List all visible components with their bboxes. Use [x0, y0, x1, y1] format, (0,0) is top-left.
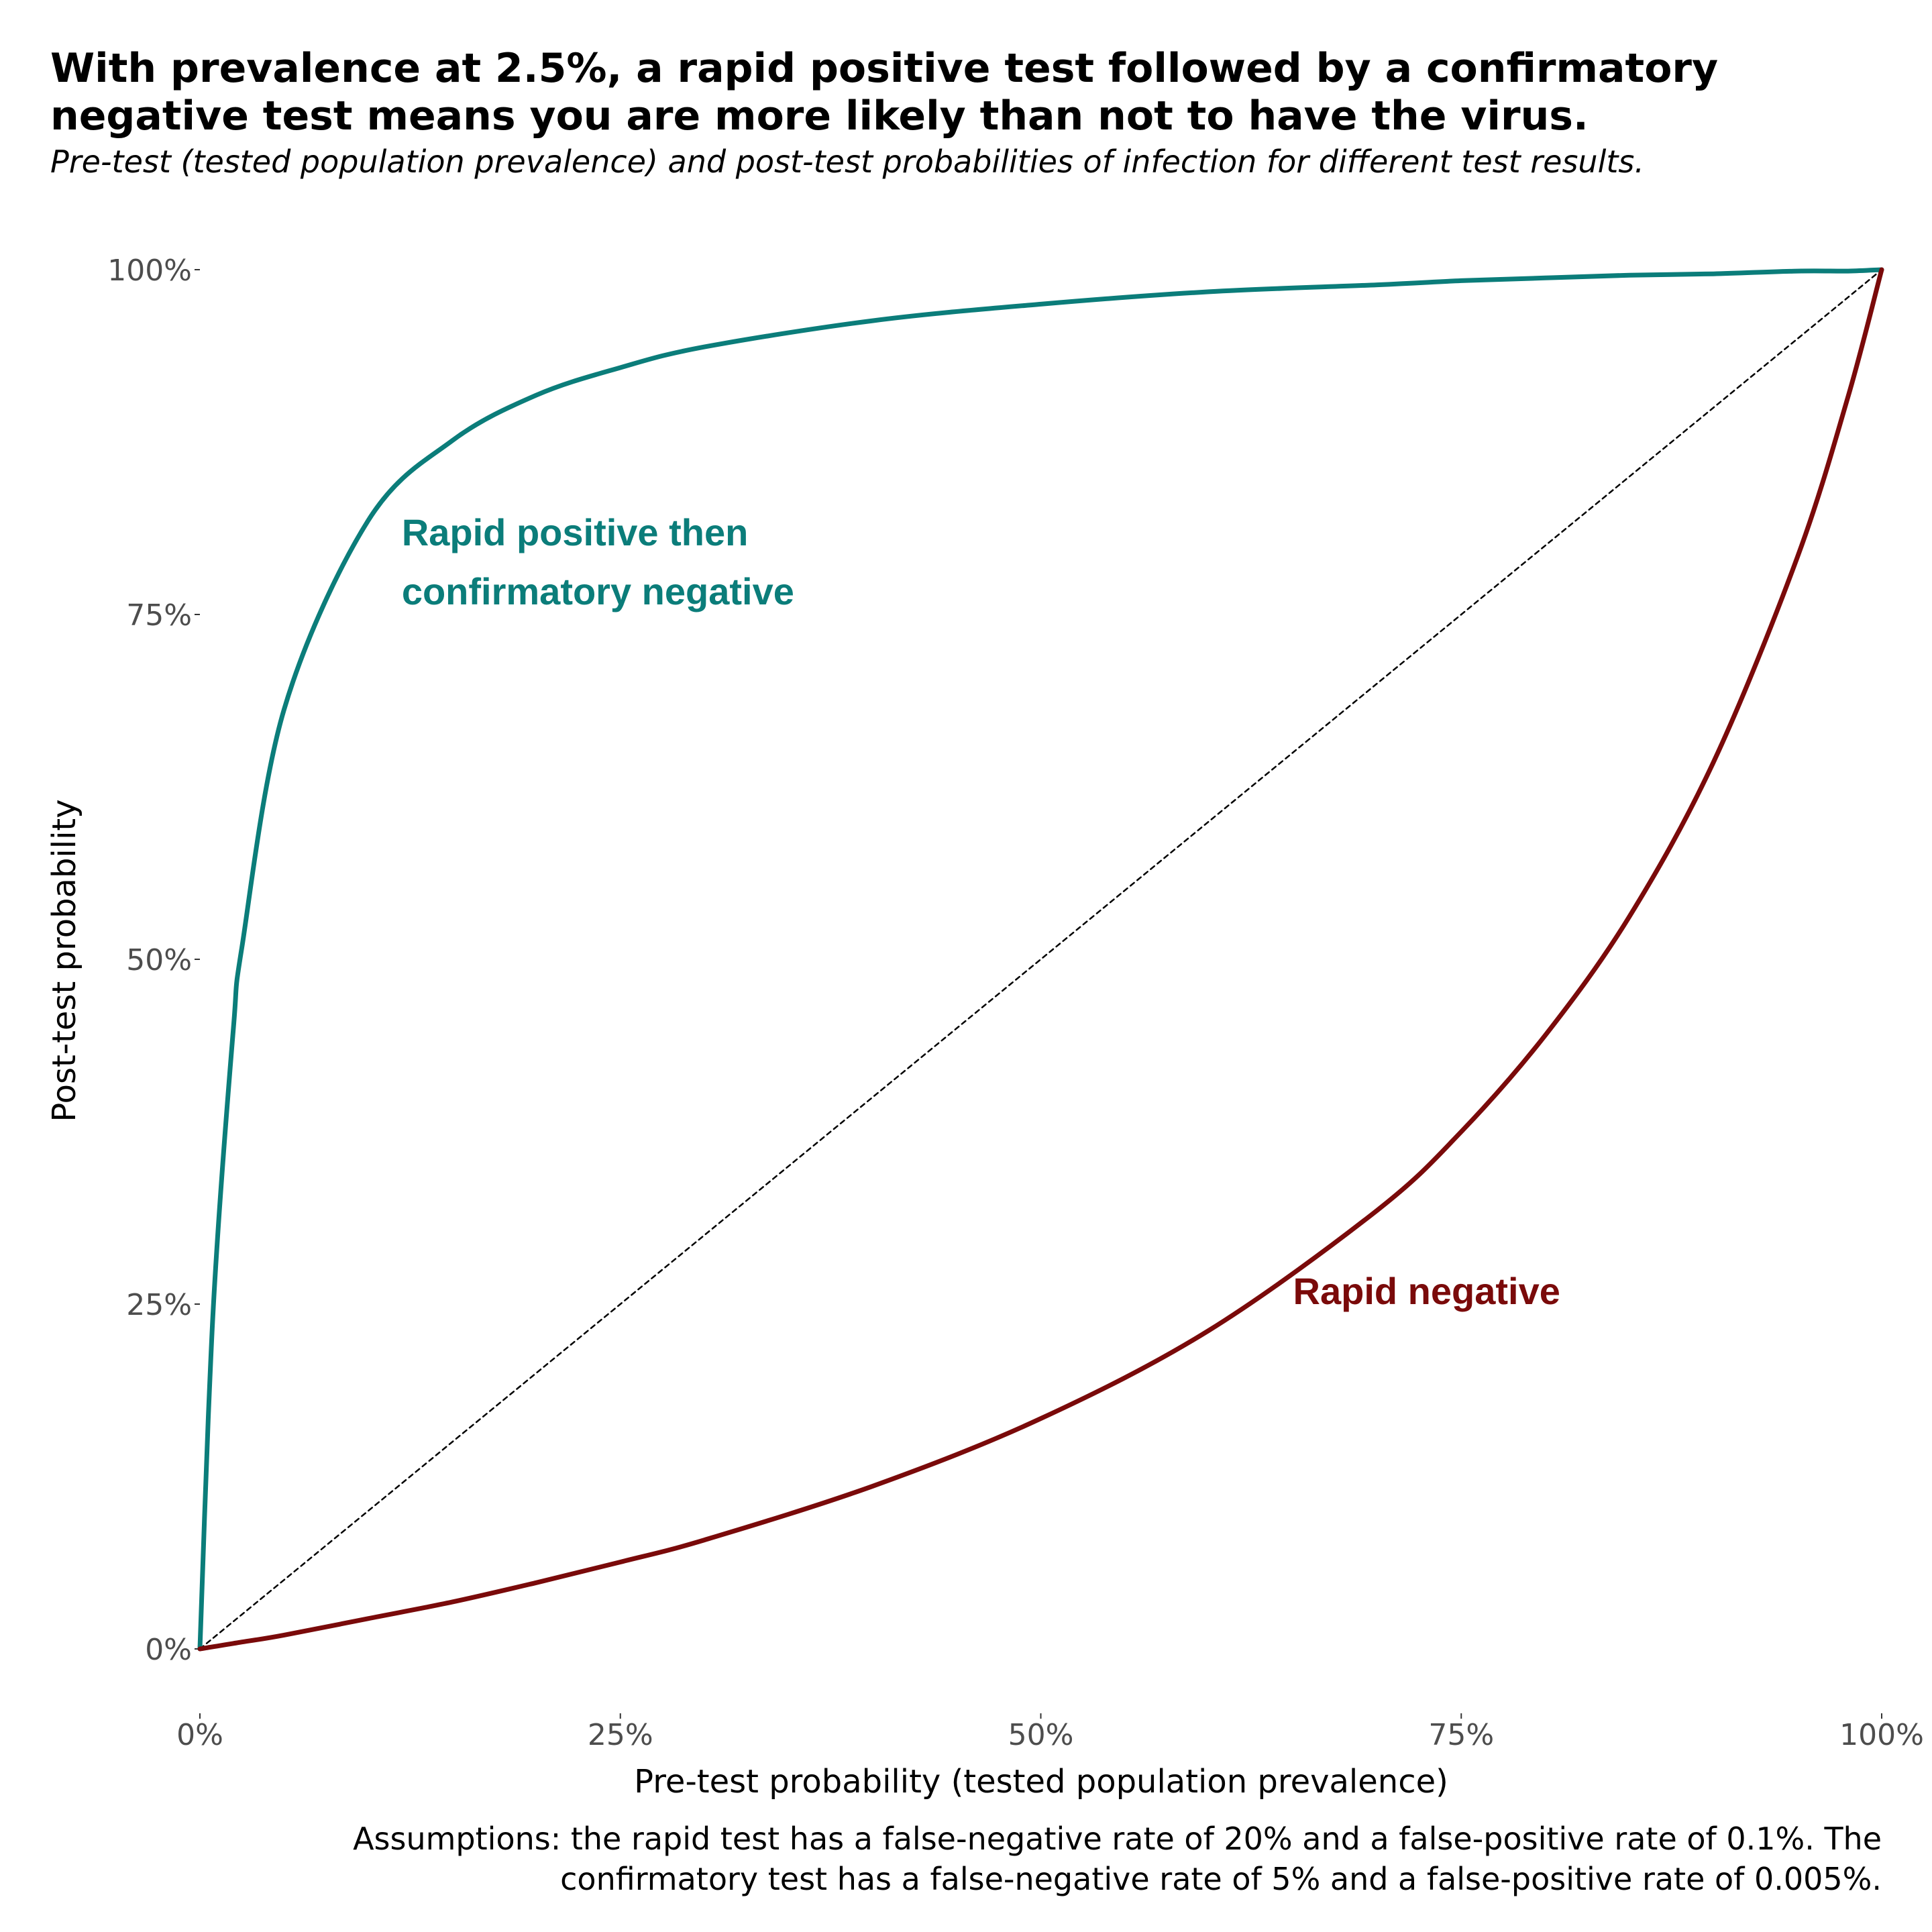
plot-area: 0% 25% 50% 75% 100% 0% 25% 50% 75% 100% Rapid posi… — [107, 254, 1924, 1752]
y-tick-label: 50% — [126, 943, 192, 977]
x-tick-label: 0% — [176, 1718, 223, 1752]
x-tick-label: 75% — [1428, 1718, 1494, 1752]
caption-line-1: Assumptions: the rapid test has a false-… — [353, 1821, 1882, 1857]
series-line-rapid-negative — [197, 267, 1884, 1652]
x-tick-label: 25% — [588, 1718, 653, 1752]
y-tick-label: 75% — [126, 598, 192, 633]
y-tick-label: 0% — [145, 1633, 192, 1667]
x-tick-label: 50% — [1008, 1718, 1074, 1752]
series-label-1: Rapid negative — [1293, 1270, 1560, 1312]
chart-title-line-2: negative test means you are more likely … — [50, 93, 1589, 140]
y-tick-label: 100% — [107, 254, 192, 288]
chart-subtitle: Pre-test (tested population prevalence) … — [50, 144, 1644, 180]
caption-line-2: confirmatory test has a false-negative r… — [560, 1861, 1882, 1897]
y-axis-title: Post-test probability — [46, 799, 83, 1122]
chart-title-line-1: With prevalence at 2.5%, a rapid positiv… — [50, 45, 1718, 92]
series-line-rapid-positive-then-confirmatory-negative — [197, 267, 1884, 1652]
y-tick-label: 25% — [126, 1288, 192, 1322]
x-tick-label: 100% — [1839, 1718, 1924, 1752]
reference-diagonal-line — [199, 268, 1883, 1650]
series-label-0: confirmatory negative — [402, 570, 794, 612]
x-axis-title: Pre-test probability (tested population … — [634, 1763, 1448, 1801]
series-label-0: Rapid positive then — [402, 511, 749, 553]
